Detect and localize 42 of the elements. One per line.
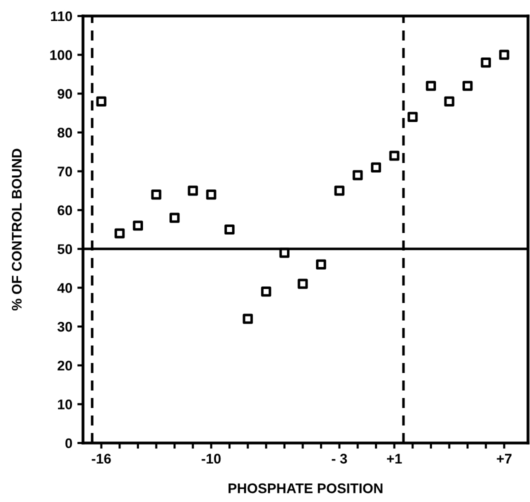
y-tick-label: 70 bbox=[58, 166, 72, 176]
x-tick-label: +1 bbox=[386, 454, 402, 464]
point bbox=[499, 50, 510, 60]
y-tick-label: 20 bbox=[58, 360, 72, 371]
point bbox=[188, 186, 198, 196]
point bbox=[224, 224, 235, 235]
y-tick-label: 40 bbox=[57, 283, 72, 293]
y-tick-label: 30 bbox=[57, 322, 72, 332]
y-tick-label: 50 bbox=[58, 244, 72, 254]
point bbox=[114, 228, 125, 238]
x-tick-label: -10 bbox=[202, 454, 221, 464]
point bbox=[132, 220, 143, 231]
x-tick-label: -16 bbox=[92, 454, 111, 464]
y-tick-label: 0 bbox=[65, 438, 72, 448]
point bbox=[480, 58, 491, 68]
x-tick-label: - 3 bbox=[332, 454, 347, 464]
y-axis-title: % OF CONTROL BOUND bbox=[12, 148, 22, 310]
point bbox=[408, 112, 418, 122]
point bbox=[389, 150, 400, 161]
point bbox=[242, 314, 253, 324]
point bbox=[298, 278, 308, 289]
point bbox=[316, 259, 326, 270]
y-tick-label: 100 bbox=[50, 50, 72, 60]
point bbox=[151, 190, 162, 200]
point bbox=[444, 96, 454, 106]
point bbox=[261, 286, 272, 297]
point bbox=[426, 80, 436, 91]
y-tick-label: 90 bbox=[58, 88, 72, 99]
y-tick-label: 110 bbox=[51, 11, 72, 22]
point bbox=[352, 170, 363, 180]
x-axis-title: PHOSPHATE POSITION bbox=[228, 483, 382, 494]
x-tick-label: +7 bbox=[496, 454, 512, 464]
point bbox=[206, 190, 216, 200]
y-tick-label: 60 bbox=[58, 205, 72, 216]
point bbox=[279, 248, 290, 258]
y-tick-label: 10 bbox=[58, 400, 72, 410]
point bbox=[334, 186, 344, 196]
point bbox=[462, 80, 473, 91]
point bbox=[170, 212, 180, 223]
point bbox=[96, 96, 106, 106]
point bbox=[370, 162, 382, 172]
y-tick-label: 80 bbox=[58, 128, 72, 138]
